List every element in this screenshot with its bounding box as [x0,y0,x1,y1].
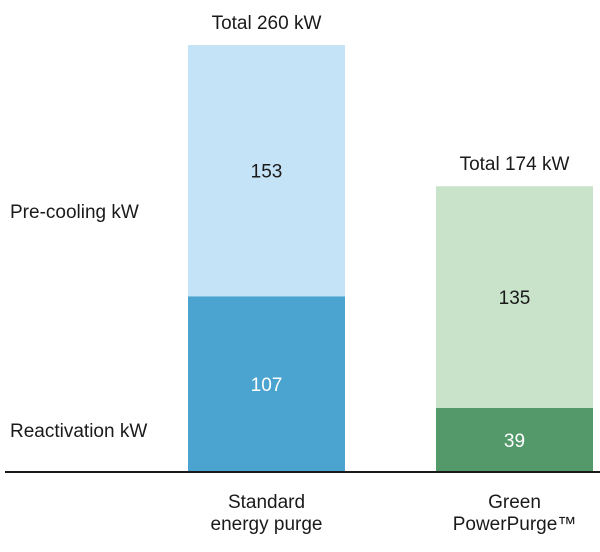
data-label-standard-energy-purge-pre-cooling-kw: 153 [251,162,283,183]
category-label-green-powerpurge-line-2: PowerPurge™ [453,514,577,535]
bar-segment-green-powerpurge-reactivation-kw [436,407,593,472]
data-label-green-powerpurge-pre-cooling-kw: 135 [499,288,531,309]
data-label-green-powerpurge-reactivation-kw: 39 [504,431,525,452]
series-label-pre-cooling: Pre-cooling kW [10,202,139,223]
bar-segment-green-powerpurge-pre-cooling-kw [436,186,593,408]
category-label-standard-energy-purge-line-2: energy purge [211,514,323,535]
bar-segment-standard-energy-purge-pre-cooling-kw [188,45,345,297]
bars-layer [188,45,593,472]
total-label-green-powerpurge: Total 174 kW [460,154,570,175]
data-label-standard-energy-purge-reactivation-kw: 107 [251,375,283,396]
bar-segment-standard-energy-purge-reactivation-kw [188,296,345,472]
category-label-green-powerpurge-line-1: Green [488,492,541,513]
total-label-standard-energy-purge: Total 260 kW [212,13,322,34]
series-label-reactivation: Reactivation kW [10,421,147,442]
category-label-standard-energy-purge-line-1: Standard [228,492,305,513]
